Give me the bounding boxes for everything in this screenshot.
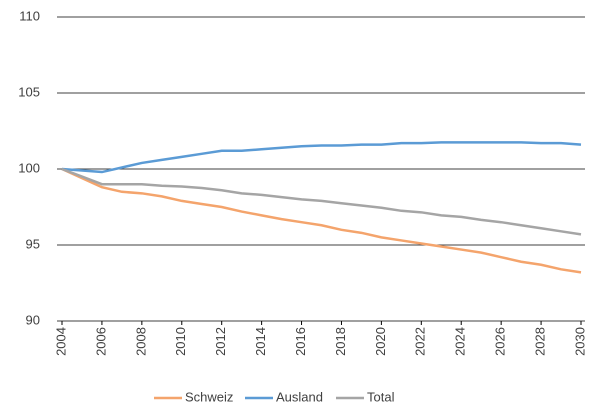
legend-label: Ausland — [276, 389, 323, 404]
x-tick-label: 2022 — [413, 327, 428, 356]
legend-label: Total — [367, 389, 395, 404]
x-tick-label: 2014 — [253, 327, 268, 356]
x-tick-label: 2030 — [572, 327, 587, 356]
series-line — [61, 167, 582, 274]
y-tick-label: 90 — [26, 312, 40, 327]
x-tick-label: 2010 — [173, 327, 188, 356]
x-tick-label: 2016 — [293, 327, 308, 356]
legend-label: Schweiz — [185, 389, 233, 404]
series-line — [61, 141, 582, 174]
x-tick-label: 2006 — [93, 327, 108, 356]
x-tick-label: 2020 — [373, 327, 388, 356]
x-tick-label: 2008 — [133, 327, 148, 356]
series-line — [61, 167, 582, 236]
x-tick-label: 2026 — [493, 327, 508, 356]
x-tick-label: 2004 — [53, 327, 68, 356]
y-tick-label: 105 — [18, 84, 40, 99]
x-tick-label: 2012 — [213, 327, 228, 356]
y-tick-label: 100 — [18, 160, 40, 175]
y-tick-label: 110 — [19, 8, 40, 23]
x-tick-label: 2024 — [453, 327, 468, 356]
x-tick-label: 2018 — [333, 327, 348, 356]
x-tick-label: 2028 — [533, 327, 548, 356]
y-tick-label: 95 — [26, 236, 40, 251]
